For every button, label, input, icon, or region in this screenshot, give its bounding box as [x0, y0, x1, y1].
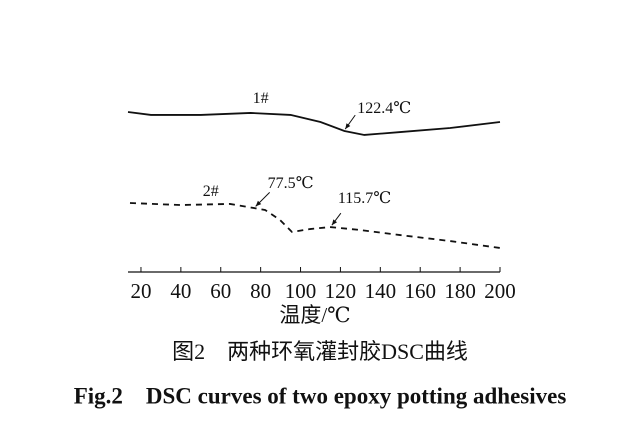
x-axis-label: 温度/℃ — [279, 303, 350, 327]
x-tick-label: 20 — [130, 279, 151, 303]
series-line — [127, 111, 501, 136]
x-tick-label: 180 — [444, 279, 476, 303]
series-label: 2# — [203, 183, 219, 200]
series-line — [129, 202, 501, 249]
x-tick-label: 140 — [365, 279, 397, 303]
x-tick-label: 160 — [404, 279, 436, 303]
x-tick-label: 60 — [210, 279, 231, 303]
x-tick-label: 120 — [325, 279, 357, 303]
x-tick-label: 80 — [250, 279, 271, 303]
caption-en: Fig.2 DSC curves of two epoxy potting ad… — [74, 383, 567, 408]
annotation-arrowhead — [255, 200, 262, 207]
series-label: 1# — [253, 90, 269, 107]
caption-cn: 图2 两种环氧灌封胶DSC曲线 — [172, 339, 468, 364]
x-tick-label: 100 — [285, 279, 317, 303]
x-tick-label: 200 — [484, 279, 516, 303]
annotation-label: 77.5℃ — [268, 175, 314, 192]
x-tick-label: 40 — [170, 279, 191, 303]
annotation-arrowhead — [331, 219, 338, 226]
annotation-arrowhead — [345, 123, 351, 130]
annotation-label: 115.7℃ — [338, 190, 391, 207]
annotation-label: 122.4℃ — [357, 100, 411, 117]
